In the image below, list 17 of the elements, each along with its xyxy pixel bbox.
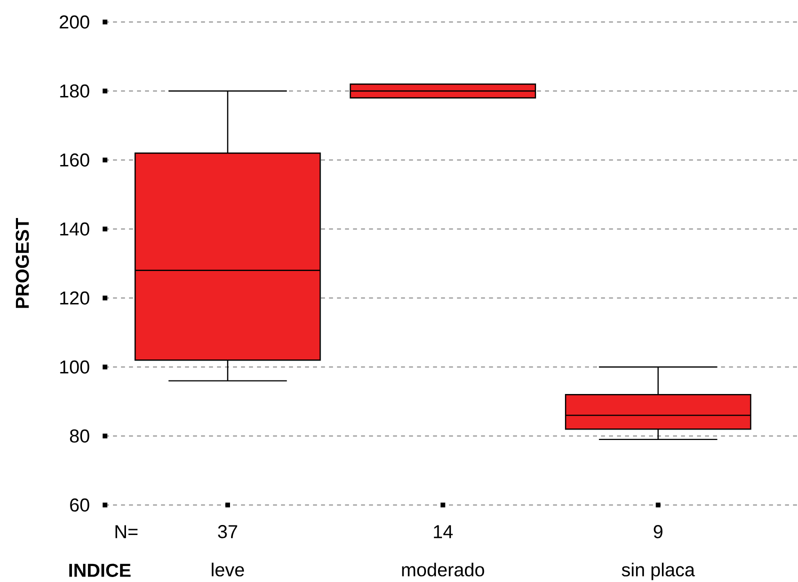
y-tick-label: 120 xyxy=(60,291,90,305)
y-tick-label: 60 xyxy=(70,498,90,512)
x-tick-label: sin placa xyxy=(622,562,695,580)
y-tick-label: 80 xyxy=(70,429,90,443)
text: 14 xyxy=(434,525,453,538)
text: 37 xyxy=(218,525,238,538)
y-tick-label: 140 xyxy=(60,222,90,236)
y-tick-label: 160 xyxy=(60,153,90,167)
x-axis-title: INDICE xyxy=(69,564,131,577)
y-tick-label: 200 xyxy=(60,15,90,29)
y-tick-label: 100 xyxy=(60,360,90,374)
text: 9 xyxy=(654,525,662,538)
text: N= xyxy=(116,525,138,538)
x-tick-label: moderado xyxy=(402,562,484,576)
y-tick-label: 180 xyxy=(60,84,90,98)
y-axis-title: PROGEST xyxy=(16,218,29,308)
x-tick-label: leve xyxy=(212,562,244,576)
